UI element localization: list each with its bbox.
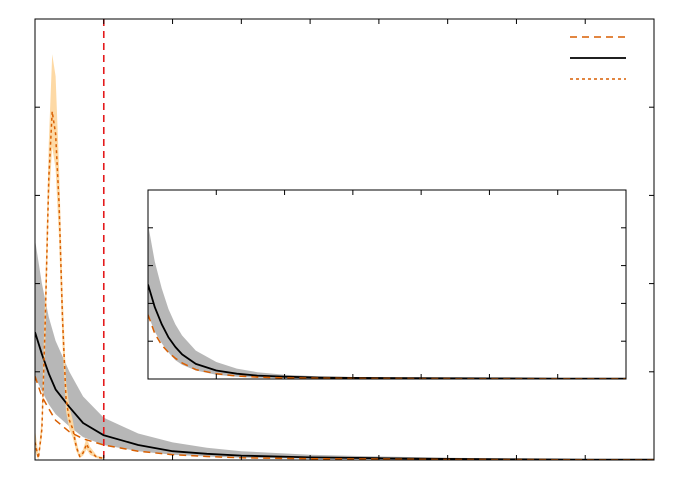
inset-plot	[147, 189, 627, 380]
main-plot	[34, 18, 655, 461]
series-3-line	[35, 110, 104, 459]
inset-background	[148, 190, 626, 379]
legend	[570, 36, 626, 80]
plot-area	[35, 19, 654, 460]
plot-frame	[34, 18, 655, 461]
series-1-confidence-band	[35, 239, 654, 460]
plot-frame	[147, 189, 627, 380]
